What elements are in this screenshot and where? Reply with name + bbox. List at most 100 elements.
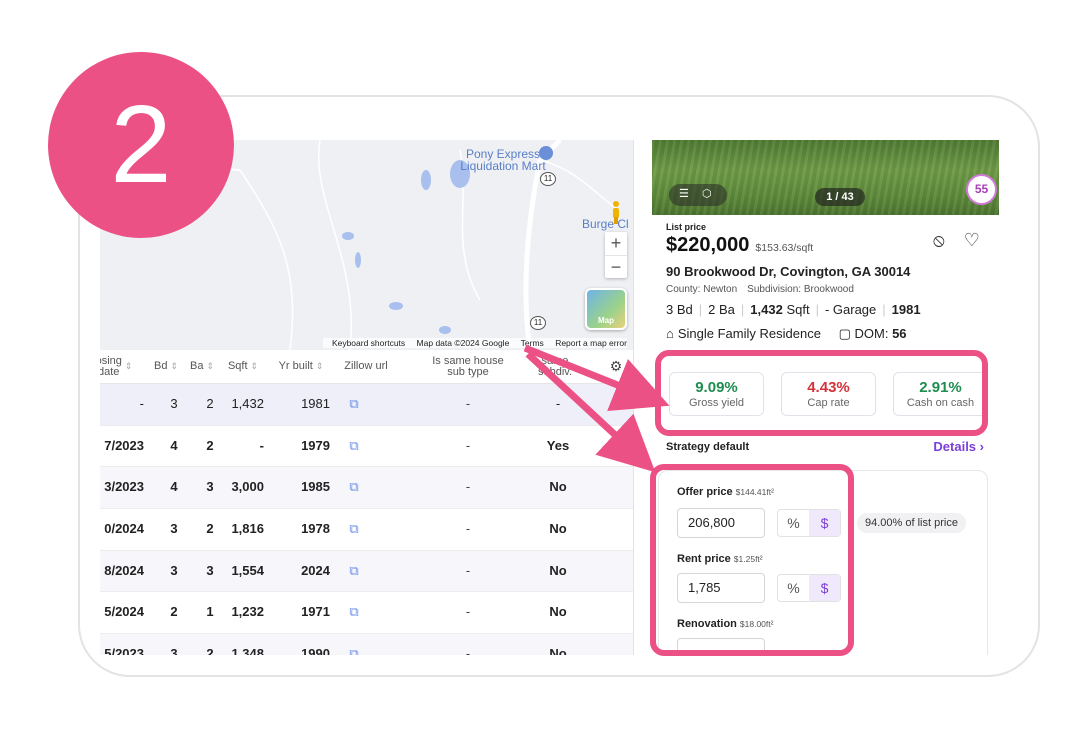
cell-yr: 1971 xyxy=(301,604,330,620)
zoom-in-button[interactable]: + xyxy=(605,232,627,256)
metric-value: 2.91% xyxy=(919,379,962,396)
map-data-text: Map data ©2024 Google xyxy=(416,338,510,348)
col-zillow-url[interactable]: Zillow url xyxy=(344,360,388,372)
county-subdivision: County: Newton Subdivision: Brookwood xyxy=(666,284,854,295)
details-link[interactable]: Details › xyxy=(933,439,984,454)
percent-toggle[interactable]: % xyxy=(787,515,800,531)
action-icons: ⦸ ♡ xyxy=(919,230,980,251)
zillow-link-icon[interactable]: ⧉ xyxy=(349,646,359,655)
cell-yr: 1990 xyxy=(301,646,330,655)
cell-same-house: - xyxy=(465,521,471,537)
rent-price-unit-toggle: % $ xyxy=(777,574,841,602)
cell-bd: 4 xyxy=(170,479,178,495)
cell-same-subdiv: No xyxy=(549,521,567,537)
renovation-label: Renovation $18.00ft² xyxy=(677,618,774,630)
report-error-link[interactable]: Report a map error xyxy=(555,338,627,348)
metric-label: Gross yield xyxy=(688,397,745,409)
arrow-to-strategy xyxy=(525,351,656,473)
cell-ba: 1 xyxy=(206,604,214,620)
col-same-house[interactable]: Is same house sub type xyxy=(432,354,504,378)
col-sqft[interactable]: Sqft ⇕ xyxy=(227,360,259,372)
zillow-link-icon[interactable]: ⧉ xyxy=(349,521,359,537)
cell-ba: 2 xyxy=(206,437,214,453)
house-icon: ⌂ xyxy=(666,326,674,341)
terms-link[interactable]: Terms xyxy=(520,338,544,348)
cell-date: 5/2024 xyxy=(104,604,144,620)
cell-bd: 3 xyxy=(170,521,178,537)
cell-same-subdiv: No xyxy=(549,479,567,495)
table-row[interactable]: 8/2024 3 3 1,554 2024 ⧉ - No xyxy=(100,550,633,593)
metric-value: 4.43% xyxy=(807,379,850,396)
metric-card: 9.09% Gross yield xyxy=(669,372,764,416)
cell-ba: 3 xyxy=(206,479,214,495)
zoom-out-button[interactable]: − xyxy=(610,257,622,277)
col-closing-date[interactable]: osingdate⇕ xyxy=(100,354,133,378)
dollar-toggle[interactable]: $ xyxy=(809,575,840,601)
cell-date: 7/2023 xyxy=(104,437,144,453)
cell-yr: 1978 xyxy=(301,521,330,537)
cell-same-subdiv: No xyxy=(549,646,567,655)
cell-ba: 2 xyxy=(206,396,214,411)
property-photo[interactable]: ☰ ⬡ 1 / 43 55 xyxy=(652,140,999,215)
zillow-link-icon[interactable]: ⧉ xyxy=(349,479,359,495)
cell-ba: 2 xyxy=(206,521,214,537)
table-row[interactable]: 7/2023 4 2 - 1979 ⧉ - Yes xyxy=(100,426,633,468)
cell-same-subdiv: No xyxy=(549,562,567,578)
col-ba[interactable]: Ba ⇕ xyxy=(189,360,214,372)
renovation-input[interactable] xyxy=(677,638,765,655)
cell-same-subdiv: - xyxy=(555,396,561,411)
cell-sqft: 1,348 xyxy=(231,646,264,655)
favorite-heart-icon[interactable]: ♡ xyxy=(963,230,980,250)
cell-same-house: - xyxy=(465,396,471,411)
comparables-table: osingdate⇕ Bd⇕ Ba⇕ Sqft⇕ Yr built⇕ Zillo… xyxy=(100,350,633,655)
cell-same-subdiv: Yes xyxy=(546,437,570,453)
cell-same-house: - xyxy=(465,646,471,655)
offer-price-input[interactable]: 206,800 xyxy=(677,508,765,538)
rent-price-input[interactable]: 1,785 xyxy=(677,573,765,603)
cell-bd: 3 xyxy=(170,396,178,411)
hide-property-icon[interactable]: ⦸ xyxy=(933,230,945,250)
table-row[interactable]: 3/2023 4 3 3,000 1985 ⧉ - No xyxy=(100,467,633,510)
cell-yr: 1985 xyxy=(301,479,330,495)
list-price: $220,000 $153.63/sqft xyxy=(666,234,814,256)
cell-yr: 1981 xyxy=(301,396,330,411)
percent-toggle[interactable]: % xyxy=(787,580,800,596)
strategy-highlight xyxy=(650,464,854,656)
property-score-badge: 55 xyxy=(966,174,997,205)
table-row[interactable]: 5/2023 3 2 1,348 1990 ⧉ - No xyxy=(100,634,633,655)
zillow-link-icon[interactable]: ⧉ xyxy=(349,604,359,620)
cell-bd: 4 xyxy=(170,437,178,453)
cell-same-house: - xyxy=(465,437,471,453)
map-view[interactable]: Pony Express Liquidation Mart 11 11 Burge… xyxy=(100,140,633,350)
property-detail-panel: ☰ ⬡ 1 / 43 55 ⦸ ♡ List price $220,000 $15… xyxy=(633,140,1000,655)
rent-price-label: Rent price $1.25ft² xyxy=(677,553,763,565)
cell-sqft: 1,554 xyxy=(231,562,264,578)
step-number-badge: 2 xyxy=(48,52,234,238)
table-row[interactable]: 0/2024 3 2 1,816 1978 ⧉ - No xyxy=(100,509,633,551)
dollar-toggle[interactable]: $ xyxy=(809,510,840,536)
cube-icon[interactable]: ⬡ xyxy=(702,188,712,200)
list-view-icon[interactable]: ☰ xyxy=(679,188,689,200)
col-bd[interactable]: Bd ⇕ xyxy=(153,360,178,372)
cell-date: 5/2023 xyxy=(104,646,144,655)
cell-ba: 3 xyxy=(206,562,214,578)
col-yr-built[interactable]: Yr built ⇕ xyxy=(278,360,324,372)
zillow-link-icon[interactable]: ⧉ xyxy=(349,437,359,453)
metric-card: 4.43% Cap rate xyxy=(781,372,876,416)
route-shield: 11 xyxy=(540,172,556,186)
metric-label: Cap rate xyxy=(807,397,850,409)
pegman-icon[interactable] xyxy=(611,200,621,224)
table-row[interactable]: 5/2024 2 1 1,232 1971 ⧉ - No xyxy=(100,592,633,635)
zillow-link-icon[interactable]: ⧉ xyxy=(349,562,359,578)
cell-sqft: 1,432 xyxy=(231,396,264,411)
property-summary: List price $220,000 $153.63/sqft 90 Brook… xyxy=(666,222,984,342)
offer-price-label: Offer price $144.41ft² xyxy=(677,486,774,498)
property-type-row: ⌂ Single Family Residence ▢ DOM: 56 xyxy=(666,326,907,341)
cell-same-house: - xyxy=(465,479,471,495)
cell-date: - xyxy=(139,396,144,411)
keyboard-shortcuts-link[interactable]: Keyboard shortcuts xyxy=(331,338,406,348)
cell-same-house: - xyxy=(465,562,471,578)
zillow-link-icon[interactable]: ⧉ xyxy=(349,396,359,411)
map-type-toggle[interactable]: Map xyxy=(585,288,627,330)
table-row[interactable]: - 3 2 1,432 1981 ⧉ - - xyxy=(100,384,633,426)
